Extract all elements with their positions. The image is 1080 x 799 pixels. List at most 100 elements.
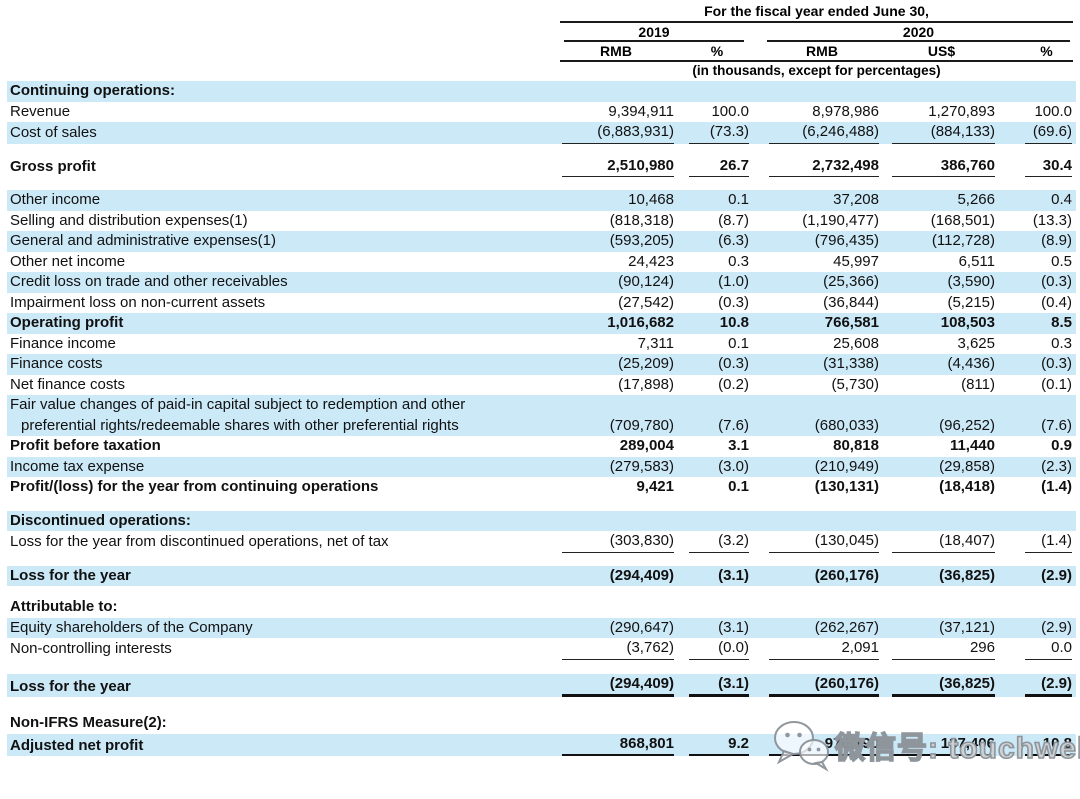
row-label: Continuing operations: — [10, 82, 175, 99]
row-spacer — [7, 660, 1076, 674]
row-label: Operating profit — [10, 314, 124, 331]
cell-rmb-2019: (3,762) — [562, 638, 674, 660]
cell-rmb-2019: 9,394,911 — [608, 102, 674, 120]
cell-rmb-2019: (818,318) — [609, 211, 674, 229]
cell-pct-2019: (8.7) — [718, 211, 749, 229]
cell-rmb-2019: (294,409) — [562, 674, 674, 697]
cell-pct-2020: (2.9) — [1041, 618, 1072, 636]
table-row: Continuing operations: — [7, 81, 1076, 102]
table-row: Other net income 24,423 0.3 45,997 6,511 0.5 — [7, 252, 1076, 273]
cell-pct-2019: 26.7 — [689, 156, 749, 177]
row-spacer — [7, 586, 1076, 597]
cell-pct-2020: 100.0 — [1034, 102, 1072, 120]
year-group-2019: 2019 — [564, 25, 744, 42]
cell-usd-2020: (884,133) — [892, 122, 995, 144]
cell-pct-2019: 10.8 — [719, 314, 749, 331]
cell-pct-2020: 10.8 — [1025, 734, 1072, 756]
cell-pct-2019: 0.1 — [728, 478, 749, 495]
row-label: Non-IFRS Measure(2): — [10, 714, 167, 731]
table-row: Adjusted net profit 868,801 9.2 970,790 137,… — [7, 733, 1076, 756]
cell-pct-2019: (7.6) — [718, 416, 749, 434]
cell-pct-2020: 0.5 — [1051, 252, 1072, 270]
cell-rmb-2020: (36,844) — [823, 293, 879, 311]
table-row: Net finance costs (17,898) (0.2) (5,730) (81… — [7, 375, 1076, 396]
table-row: Equity shareholders of the Company (290,6… — [7, 617, 1076, 638]
cell-rmb-2019: (303,830) — [562, 531, 674, 553]
cell-usd-2020: 386,760 — [892, 156, 995, 177]
cell-pct-2019: (3.0) — [718, 457, 749, 475]
year-group-2020: 2020 — [767, 25, 1070, 42]
row-label: Other income — [10, 191, 101, 208]
fiscal-year-title: For the fiscal year ended June 30, — [560, 4, 1073, 23]
cell-pct-2019: (73.3) — [689, 122, 749, 144]
cell-pct-2019: (0.0) — [689, 638, 749, 660]
cell-usd-2020: 296 — [892, 638, 995, 660]
cell-usd-2020: (168,501) — [930, 211, 995, 229]
cell-usd-2020: 5,266 — [957, 191, 995, 208]
column-header-rmb-0: RMB — [600, 43, 632, 59]
cell-rmb-2020: (260,176) — [814, 566, 879, 584]
table-row: Non-controlling interests (3,762) (0.0) 2,0… — [7, 638, 1076, 660]
row-label: Loss for the year — [10, 566, 131, 584]
cell-usd-2020: (4,436) — [947, 355, 995, 372]
cell-pct-2019: 100.0 — [711, 102, 749, 120]
row-label: Profit before taxation — [10, 437, 161, 454]
cell-usd-2020: (18,407) — [892, 531, 995, 553]
cell-pct-2019: 0.1 — [728, 334, 749, 352]
table-header: For the fiscal year ended June 30, 2019 2… — [560, 4, 1073, 78]
cell-rmb-2020: (680,033) — [814, 416, 879, 434]
cell-pct-2020: 0.3 — [1051, 334, 1072, 352]
table-row: Profit before taxation 289,004 3.1 80,818 11… — [7, 436, 1076, 457]
table-row: Other income 10,468 0.1 37,208 5,266 0.4 — [7, 190, 1076, 211]
cell-rmb-2020: (5,730) — [831, 375, 879, 393]
cell-pct-2020: 0.4 — [1051, 191, 1072, 208]
table-row: Operating profit 1,016,682 10.8 766,581 108,… — [7, 313, 1076, 334]
cell-pct-2020: (0.1) — [1041, 375, 1072, 393]
cell-pct-2019: (0.2) — [718, 375, 749, 393]
row-spacer — [7, 177, 1076, 190]
row-label: Attributable to: — [10, 598, 118, 615]
table-row: Cost of sales (6,883,931) (73.3) (6,246,488… — [7, 122, 1076, 144]
row-label: Impairment loss on non-current assets — [10, 293, 266, 311]
cell-rmb-2019: (17,898) — [618, 375, 674, 393]
row-label: Net finance costs — [10, 375, 126, 393]
table-row: Selling and distribution expenses(1) (818… — [7, 211, 1076, 232]
table-row: Profit/(loss) for the year from continui… — [7, 477, 1076, 498]
table-row: Attributable to: — [7, 597, 1076, 618]
table-row: Gross profit 2,510,980 26.7 2,732,498 386,76… — [7, 156, 1076, 177]
row-label: Gross profit — [10, 157, 96, 175]
cell-pct-2020: (0.4) — [1041, 293, 1072, 311]
cell-usd-2020: (5,215) — [947, 293, 995, 311]
cell-pct-2019: (0.3) — [718, 355, 749, 372]
cell-pct-2019: (3.1) — [718, 618, 749, 636]
cell-pct-2019: (3.1) — [718, 566, 749, 584]
row-label: Selling and distribution expenses(1) — [10, 211, 248, 229]
cell-usd-2020: (29,858) — [939, 457, 995, 475]
cell-rmb-2019: (294,409) — [609, 566, 674, 584]
cell-pct-2020: (2.3) — [1041, 457, 1072, 475]
cell-rmb-2020: 80,818 — [833, 437, 879, 454]
cell-usd-2020: (811) — [961, 375, 995, 393]
table-row: Loss for the year (294,409) (3.1) (260,176)… — [7, 673, 1076, 697]
cell-pct-2020: 8.5 — [1051, 314, 1072, 331]
cell-rmb-2019: 7,311 — [637, 334, 674, 352]
row-spacer — [7, 144, 1076, 156]
table-row: Finance costs (25,209) (0.3) (31,338) (4,436… — [7, 354, 1076, 375]
cell-usd-2020: 137,406 — [892, 734, 995, 756]
cell-usd-2020: (112,728) — [931, 232, 995, 249]
column-header--4: % — [1040, 43, 1053, 59]
row-label: Other net income — [10, 252, 126, 270]
cell-usd-2020: 108,503 — [940, 314, 995, 331]
cell-pct-2020: 0.0 — [1025, 638, 1072, 660]
column-header-row: RMB% RMB US$% — [560, 44, 1073, 62]
cell-rmb-2020: (796,435) — [814, 232, 879, 249]
row-label: Equity shareholders of the Company — [10, 618, 253, 636]
units-note: (in thousands, except for percentages) — [692, 63, 941, 78]
table-row: Credit loss on trade and other receivabl… — [7, 272, 1076, 293]
column-header-us-3: US$ — [927, 43, 956, 59]
row-label: Fair value changes of paid-in capital su… — [7, 395, 562, 436]
cell-usd-2020: 6,511 — [958, 252, 995, 270]
cell-rmb-2020: 766,581 — [824, 314, 879, 331]
cell-rmb-2020: 37,208 — [833, 191, 879, 208]
cell-rmb-2020: (210,949) — [814, 457, 879, 475]
